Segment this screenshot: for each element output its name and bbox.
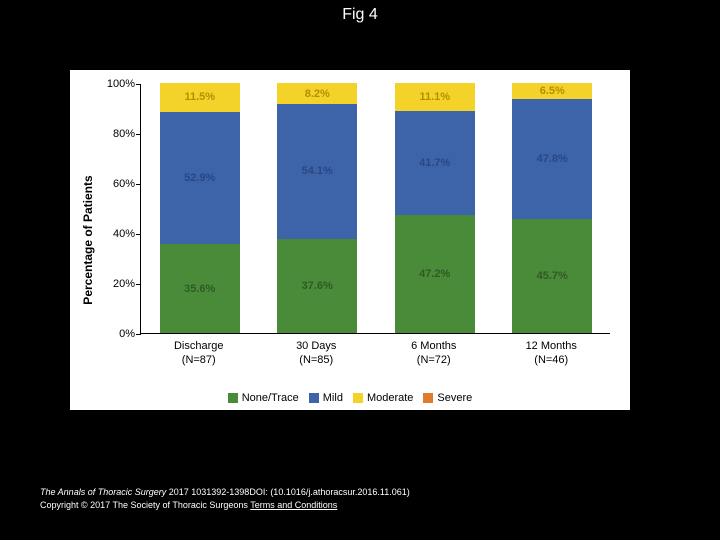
bar-value-label: 54.1% xyxy=(302,165,333,177)
x-tick: 12 Months(N=46) xyxy=(493,340,611,368)
y-tick-label: 100% xyxy=(101,78,135,90)
y-tick-label: 60% xyxy=(101,178,135,190)
footer: The Annals of Thoracic Surgery 2017 1031… xyxy=(40,486,410,512)
y-axis-label: Percentage of Patients xyxy=(81,175,95,304)
plot-area: 0%20%40%60%80%100%35.6%52.9%11.5%37.6%54… xyxy=(140,84,610,334)
terms-link[interactable]: Terms and Conditions xyxy=(250,500,337,510)
y-tick-label: 80% xyxy=(101,128,135,140)
legend-label: Moderate xyxy=(367,392,413,404)
legend-label: Mild xyxy=(323,392,343,404)
x-tick-label: 6 Months xyxy=(375,340,493,354)
bar-value-label: 11.1% xyxy=(419,91,450,103)
bar-value-label: 37.6% xyxy=(302,280,333,292)
x-tick: 30 Days(N=85) xyxy=(258,340,376,368)
x-tick-label: 12 Months xyxy=(493,340,611,354)
x-tick-label: Discharge xyxy=(140,340,258,354)
bar-value-label: 45.7% xyxy=(537,270,568,282)
legend-item: Moderate xyxy=(353,392,413,404)
chart-panel: Percentage of Patients 0% 20% 40% 60% 80% 100… xyxy=(70,70,630,410)
bar-value-label: 47.8% xyxy=(537,153,568,165)
bar-value-label: 47.2% xyxy=(419,268,450,280)
legend-item: Severe xyxy=(423,392,472,404)
legend-swatch xyxy=(423,393,433,403)
x-tick: 6 Months(N=72) xyxy=(375,340,493,368)
legend-label: None/Trace xyxy=(242,392,299,404)
bar-value-label: 35.6% xyxy=(184,283,215,295)
citation-text: 2017 1031392-1398DOI: (10.1016/j.athorac… xyxy=(166,487,410,497)
x-tick-sublabel: (N=46) xyxy=(493,354,611,368)
bar-value-label: 6.5% xyxy=(540,85,565,97)
bar-value-label: 8.2% xyxy=(305,88,330,100)
legend-item: Mild xyxy=(309,392,343,404)
bar-group: 35.6% 52.9% 11.5% xyxy=(160,84,240,333)
legend-swatch xyxy=(309,393,319,403)
legend-swatch xyxy=(228,393,238,403)
legend-item: None/Trace xyxy=(228,392,299,404)
y-tick-label: 40% xyxy=(101,228,135,240)
journal-name: The Annals of Thoracic Surgery xyxy=(40,487,166,497)
y-tick-label: 0% xyxy=(101,328,135,340)
bar-value-label: 41.7% xyxy=(419,157,450,169)
x-tick-sublabel: (N=72) xyxy=(375,354,493,368)
y-tick-label: 20% xyxy=(101,278,135,290)
slide: Fig 4 Percentage of Patients 0% 20% 40% 60%… xyxy=(0,0,720,540)
bar-value-label: 52.9% xyxy=(184,172,215,184)
copyright-text: Copyright © 2017 The Society of Thoracic… xyxy=(40,500,250,510)
x-tick-label: 30 Days xyxy=(258,340,376,354)
bar-value-label: 11.5% xyxy=(184,91,215,103)
bar-group: 47.2% 41.7% 11.1% xyxy=(395,84,475,333)
legend-label: Severe xyxy=(437,392,472,404)
legend-swatch xyxy=(353,393,363,403)
legend: None/Trace Mild Moderate Severe xyxy=(70,392,630,404)
x-tick-sublabel: (N=87) xyxy=(140,354,258,368)
figure-title: Fig 4 xyxy=(0,6,720,24)
x-tick-sublabel: (N=85) xyxy=(258,354,376,368)
x-tick: Discharge(N=87) xyxy=(140,340,258,368)
bar-group: 45.7% 47.8% 6.5% xyxy=(512,84,592,333)
bar-group: 37.6% 54.1% 8.2% xyxy=(277,84,357,333)
